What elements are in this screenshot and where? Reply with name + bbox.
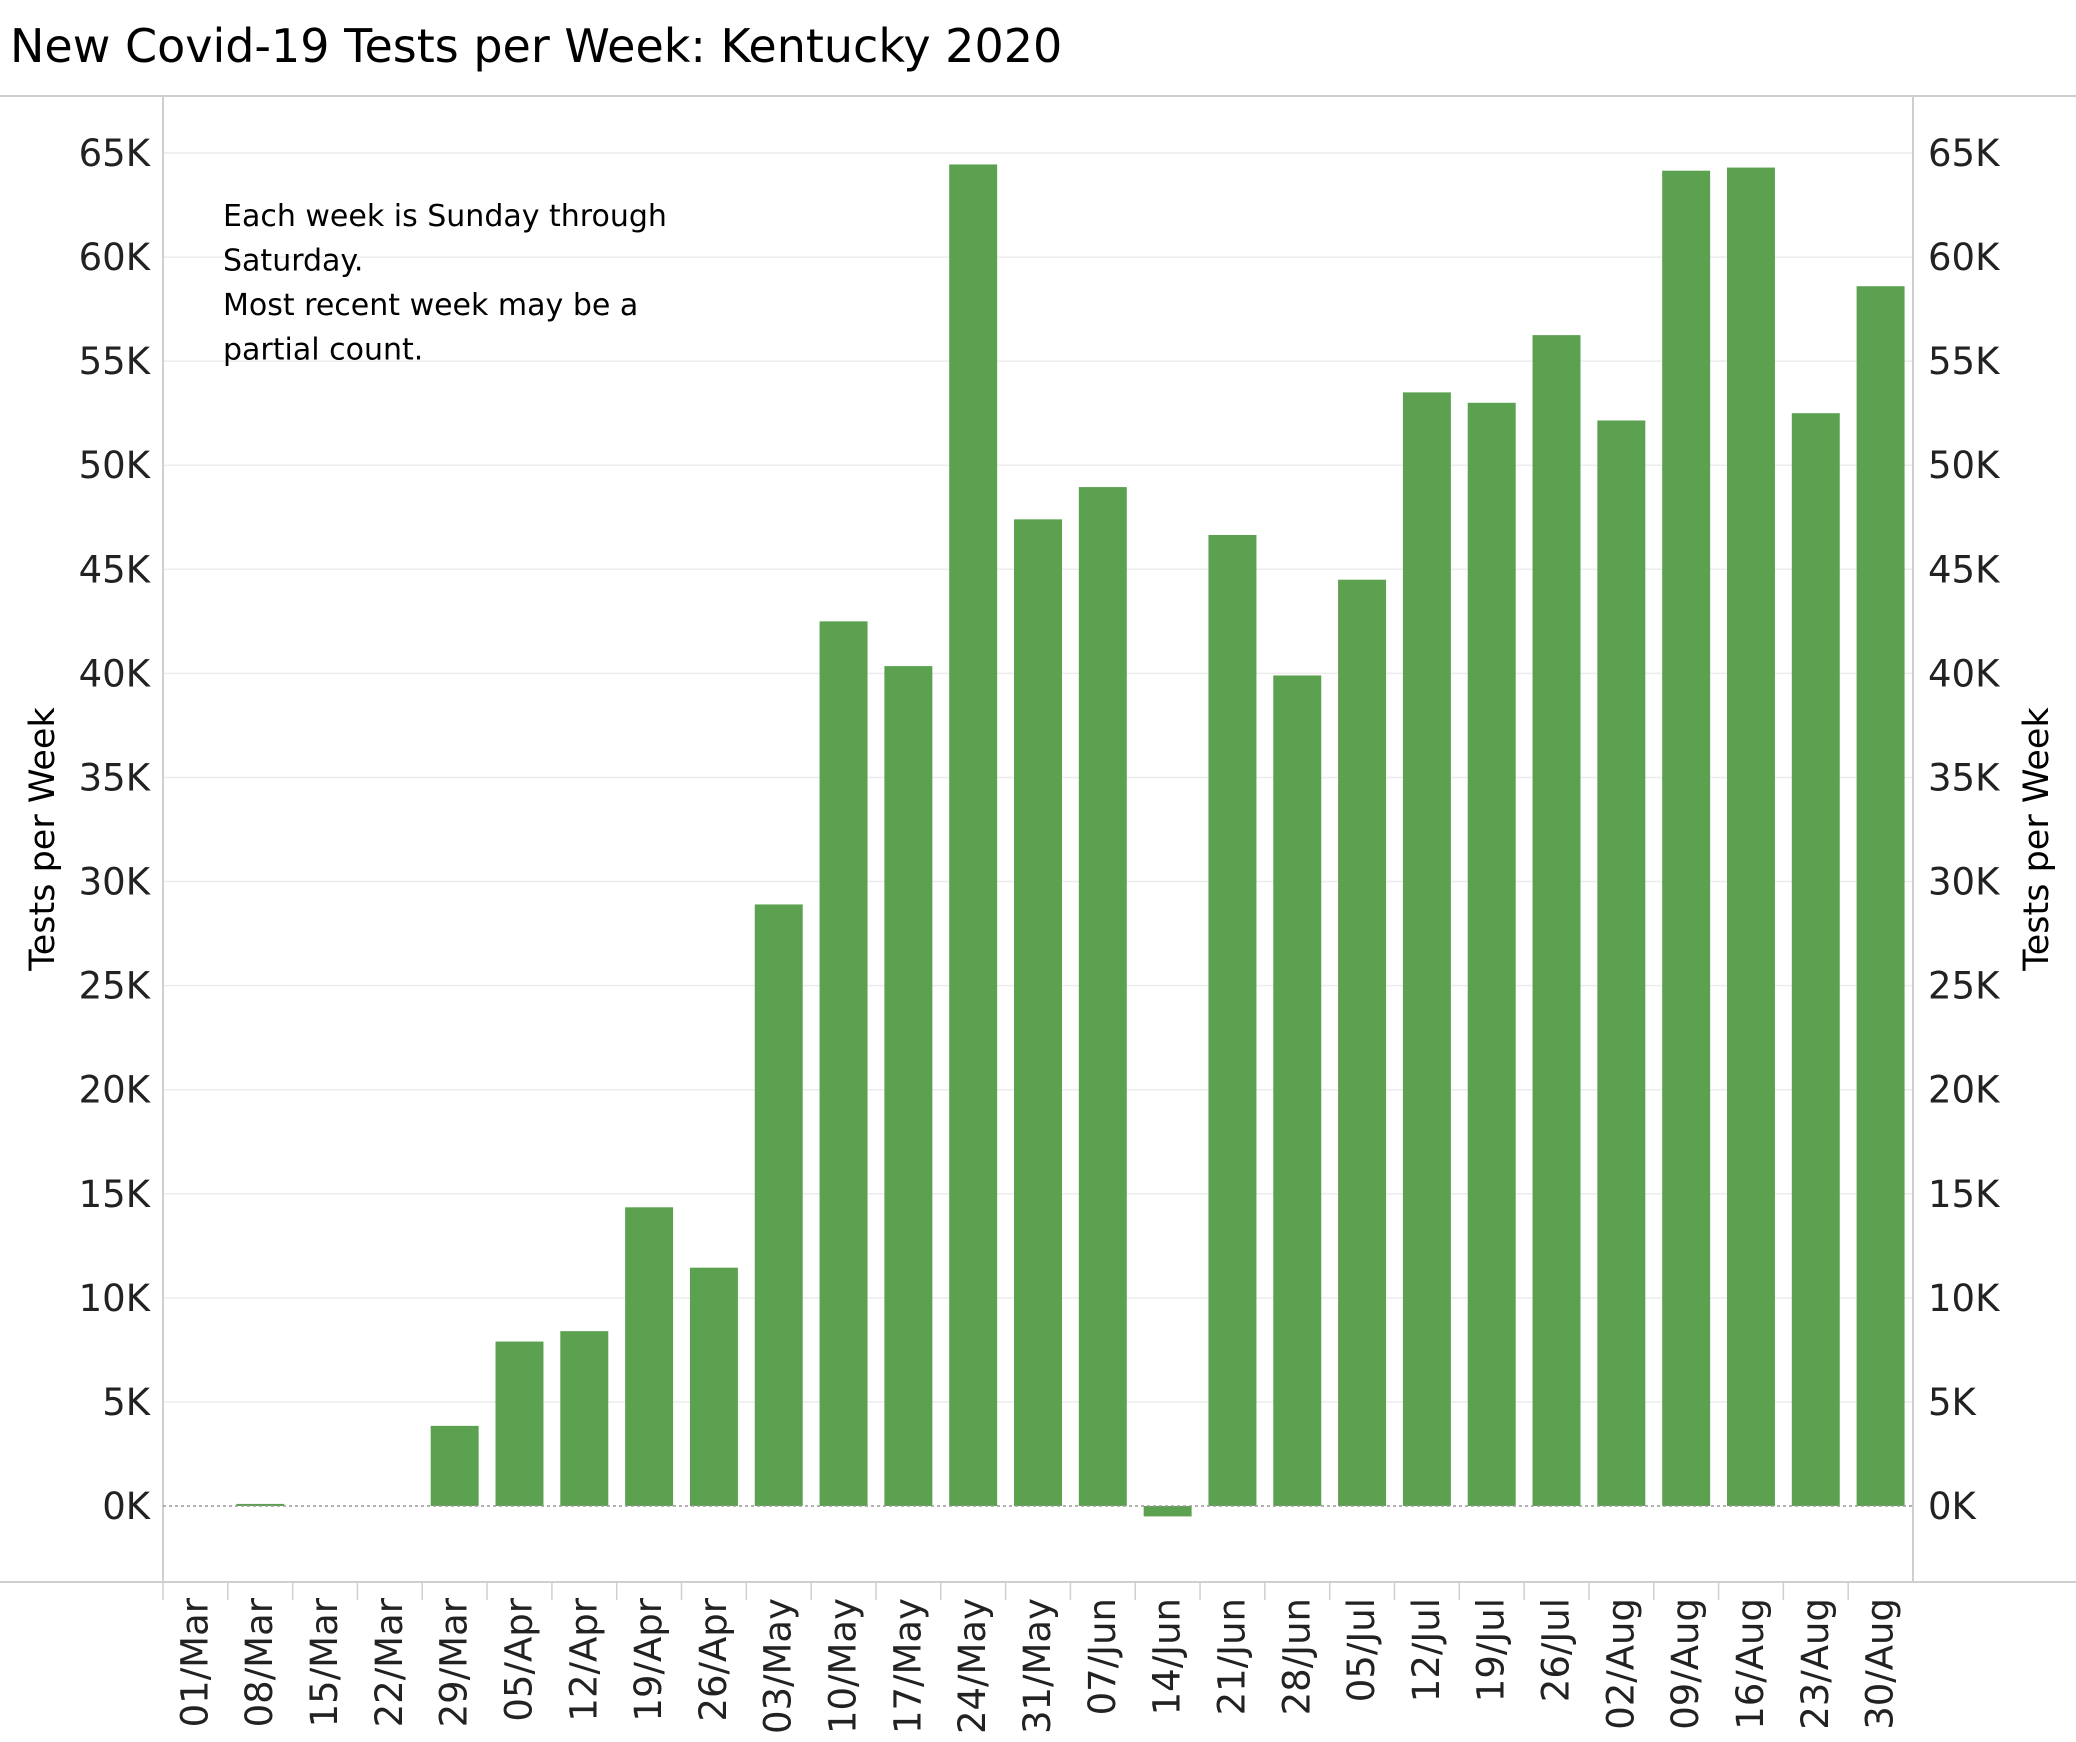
bar bbox=[560, 1331, 609, 1506]
y-tick-label-right: 35K bbox=[1928, 756, 2001, 799]
x-tick-label: 08/Mar bbox=[238, 1597, 281, 1727]
y-tick-label-left: 55K bbox=[79, 340, 152, 383]
x-tick-label: 24/May bbox=[951, 1598, 994, 1734]
y-tick-label-left: 65K bbox=[79, 132, 152, 175]
y-tick-label-left: 50K bbox=[79, 444, 152, 487]
x-tick-label: 16/Aug bbox=[1729, 1598, 1772, 1730]
bar bbox=[949, 164, 998, 1506]
x-tick-label: 30/Aug bbox=[1859, 1598, 1902, 1730]
y-tick-label-left: 40K bbox=[79, 652, 152, 695]
bar bbox=[1791, 413, 1840, 1506]
bar bbox=[689, 1267, 738, 1506]
x-tick-label: 02/Aug bbox=[1599, 1598, 1642, 1730]
bar bbox=[1726, 167, 1775, 1506]
y-axis-left: 0K 5K 10K 15K 20K 25K 30K 35K 40K 45K 50K 55K 60K 65K bbox=[79, 132, 152, 1528]
y-tick-label-left: 0K bbox=[102, 1485, 152, 1528]
y-tick-label-left: 20K bbox=[79, 1069, 152, 1112]
x-tick-label: 10/May bbox=[822, 1598, 865, 1734]
bar bbox=[625, 1207, 674, 1506]
x-tick-label: 26/Apr bbox=[692, 1597, 735, 1721]
x-tick-label: 05/Jul bbox=[1340, 1598, 1383, 1702]
y-axis-label-right: Tests per Week bbox=[2017, 707, 2057, 972]
bar bbox=[1338, 579, 1387, 1506]
annotation-line: Most recent week may be a bbox=[223, 288, 638, 323]
y-tick-label-right: 15K bbox=[1928, 1173, 2001, 1216]
y-tick-label-right: 40K bbox=[1928, 652, 2001, 695]
x-tick-label: 01/Mar bbox=[173, 1597, 216, 1727]
y-tick-label-right: 5K bbox=[1928, 1381, 1978, 1424]
x-axis: 01/Mar 08/Mar 15/Mar 22/Mar 29/Mar 05/Apr 12/A… bbox=[162, 1582, 1902, 1734]
y-tick-label-left: 10K bbox=[79, 1277, 152, 1320]
x-tick-label: 14/Jun bbox=[1146, 1598, 1189, 1715]
bar bbox=[1143, 1506, 1192, 1517]
bar bbox=[754, 904, 803, 1506]
bar bbox=[1856, 286, 1905, 1506]
x-tick-label: 12/Apr bbox=[562, 1597, 605, 1721]
bar bbox=[1273, 675, 1322, 1506]
y-tick-label-right: 45K bbox=[1928, 548, 2001, 591]
x-tick-label: 05/Apr bbox=[497, 1597, 540, 1721]
x-tick-label: 03/May bbox=[757, 1598, 800, 1734]
y-axis-right: 0K 5K 10K 15K 20K 25K 30K 35K 40K 45K 50K 55K 60K 65K bbox=[1928, 132, 2001, 1528]
y-tick-label-left: 25K bbox=[79, 965, 152, 1008]
y-tick-label-left: 30K bbox=[79, 861, 152, 904]
y-tick-label-right: 20K bbox=[1928, 1069, 2001, 1112]
x-tick-label: 28/Jun bbox=[1275, 1598, 1318, 1715]
x-tick-label: 29/Mar bbox=[433, 1597, 476, 1727]
x-tick-label: 19/Jul bbox=[1470, 1598, 1513, 1702]
bar bbox=[1597, 420, 1646, 1507]
annotation: Each week is Sunday through Saturday. Most… bbox=[223, 199, 667, 368]
y-tick-label-right: 60K bbox=[1928, 236, 2001, 279]
bar bbox=[1208, 534, 1257, 1506]
y-axis-label-left: Tests per Week bbox=[23, 707, 63, 972]
annotation-line: Saturday. bbox=[223, 244, 363, 279]
y-tick-label-right: 25K bbox=[1928, 965, 2001, 1008]
x-tick-label: 22/Mar bbox=[368, 1597, 411, 1727]
y-tick-label-right: 10K bbox=[1928, 1277, 2001, 1320]
bar bbox=[236, 1503, 285, 1506]
y-tick-label-right: 50K bbox=[1928, 444, 2001, 487]
y-tick-label-right: 30K bbox=[1928, 861, 2001, 904]
annotation-line: partial count. bbox=[223, 333, 423, 368]
x-tick-label: 21/Jun bbox=[1210, 1598, 1253, 1715]
x-tick-label: 12/Jul bbox=[1405, 1598, 1448, 1702]
bar bbox=[819, 621, 868, 1506]
bar bbox=[1402, 392, 1451, 1506]
bar bbox=[1662, 170, 1711, 1506]
x-tick-label: 19/Apr bbox=[627, 1597, 670, 1721]
y-tick-label-right: 0K bbox=[1928, 1485, 1978, 1528]
bar bbox=[1078, 487, 1127, 1506]
y-tick-label-left: 60K bbox=[79, 236, 152, 279]
bar bbox=[495, 1341, 544, 1506]
annotation-line: Each week is Sunday through bbox=[223, 199, 667, 234]
x-tick-label: 15/Mar bbox=[303, 1597, 346, 1727]
y-tick-label-left: 45K bbox=[79, 548, 152, 591]
chart-title: New Covid-19 Tests per Week: Kentucky 20… bbox=[10, 19, 1062, 73]
bar bbox=[1014, 519, 1062, 1506]
y-tick-label-left: 5K bbox=[102, 1381, 152, 1424]
bar bbox=[1532, 335, 1581, 1506]
y-tick-label-left: 35K bbox=[79, 756, 152, 799]
x-tick-label: 31/May bbox=[1016, 1598, 1059, 1734]
y-tick-label-right: 65K bbox=[1928, 132, 2001, 175]
x-tick-label: 17/May bbox=[886, 1598, 929, 1734]
y-tick-label-right: 55K bbox=[1928, 340, 2001, 383]
bar bbox=[1467, 402, 1516, 1506]
x-tick-label: 07/Jun bbox=[1081, 1598, 1124, 1715]
x-tick-label: 26/Jul bbox=[1535, 1598, 1578, 1702]
x-tick-label: 09/Aug bbox=[1664, 1598, 1707, 1730]
y-tick-label-left: 15K bbox=[79, 1173, 152, 1216]
bar bbox=[430, 1425, 479, 1506]
bar-series bbox=[236, 164, 1905, 1517]
bar bbox=[884, 666, 933, 1506]
x-tick-label: 23/Aug bbox=[1794, 1598, 1837, 1730]
